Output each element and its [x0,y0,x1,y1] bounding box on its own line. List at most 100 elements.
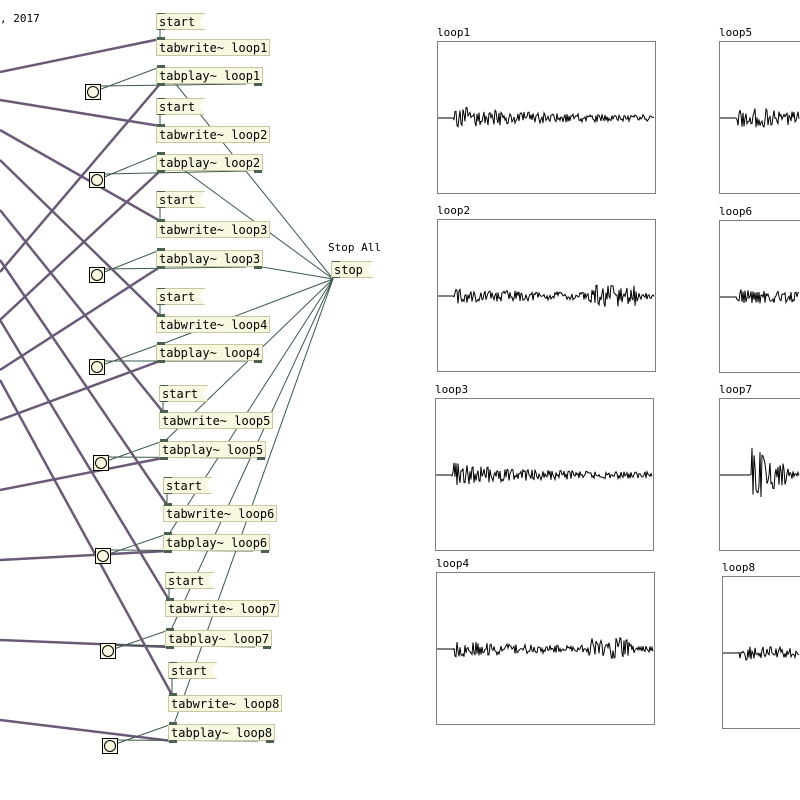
patch-cord[interactable] [0,159,161,317]
inlet[interactable] [157,314,165,317]
bang-loop7[interactable] [100,643,116,659]
inlet[interactable] [157,219,165,222]
start-message-4[interactable]: start [156,288,205,305]
outlet[interactable] [157,360,165,363]
tabplay-loop6[interactable]: tabplay~ loop6 [163,532,271,553]
array-graph-loop5[interactable] [719,41,800,194]
patch-cord[interactable] [0,718,173,743]
array-graph-loop6[interactable] [719,220,800,373]
outlet[interactable] [157,170,165,173]
patch-cord[interactable] [107,629,170,652]
tabplay-loop6-label: tabplay~ loop6 [166,536,268,550]
tabplay-loop1[interactable]: tabplay~ loop1 [156,65,264,86]
patch-cord[interactable] [109,723,173,747]
inlet[interactable] [157,342,165,345]
inlet[interactable] [157,152,165,155]
bang-loop5[interactable] [93,455,109,471]
bang-loop6[interactable] [95,548,111,564]
outlet[interactable] [257,457,266,460]
patch-cord[interactable] [96,343,161,368]
patch-cord[interactable] [0,259,169,506]
tabplay-loop8[interactable]: tabplay~ loop8 [168,722,276,743]
start-message-1[interactable]: start [156,13,205,30]
patch-cord[interactable] [0,170,161,321]
tabwrite-loop8[interactable]: tabwrite~ loop8 [168,693,283,712]
tabplay-loop2[interactable]: tabplay~ loop2 [156,152,264,173]
inlet[interactable] [164,503,172,506]
outlet[interactable] [254,360,263,363]
bang-loop8[interactable] [102,738,118,754]
patch-cord[interactable] [92,66,161,93]
bang-loop4[interactable] [89,359,105,375]
tabplay-loop3[interactable]: tabplay~ loop3 [156,248,264,269]
inlet[interactable] [160,410,168,413]
inlet[interactable] [157,124,165,127]
patch-cord[interactable] [173,278,334,725]
array-graph-loop4[interactable] [436,572,655,725]
tabwrite-loop6[interactable]: tabwrite~ loop6 [163,503,278,522]
tabwrite-loop7[interactable]: tabwrite~ loop7 [165,598,280,617]
patch-cord[interactable] [0,98,161,128]
patch-cord[interactable] [100,83,247,87]
tabwrite-loop1[interactable]: tabwrite~ loop1 [156,37,271,56]
start-message-8[interactable]: start [168,662,217,679]
outlet[interactable] [164,550,172,553]
start-message-5[interactable]: start [159,385,208,402]
tabwrite-loop4[interactable]: tabwrite~ loop4 [156,314,271,333]
outlet[interactable] [157,83,165,86]
patch-cord[interactable] [161,153,334,280]
tabwrite-loop5[interactable]: tabwrite~ loop5 [159,410,274,429]
start-message-7[interactable]: start [165,572,214,589]
patch-cord[interactable] [0,128,161,223]
inlet[interactable] [160,439,168,442]
patch-cord[interactable] [0,209,164,413]
outlet[interactable] [266,740,275,743]
inlet[interactable] [169,722,177,725]
outlet[interactable] [254,170,263,173]
patch-cord[interactable] [0,265,161,372]
inlet[interactable] [166,628,174,631]
tabplay-loop5[interactable]: tabplay~ loop5 [159,439,267,460]
start-message-6[interactable]: start [163,477,212,494]
tabplay-loop4[interactable]: tabplay~ loop4 [156,342,264,363]
outlet[interactable] [160,457,168,460]
inlet[interactable] [164,532,172,535]
outlet[interactable] [263,646,272,649]
outlet[interactable] [261,550,270,553]
patch-cord[interactable] [0,37,161,74]
array-graph-loop2[interactable] [437,219,656,372]
inlet[interactable] [157,65,165,68]
patch-cord[interactable] [96,153,161,181]
patch-cord[interactable] [0,359,161,422]
stop-message[interactable]: stop [331,261,373,278]
patch-cord[interactable] [0,379,174,696]
tabwrite-loop2[interactable]: tabwrite~ loop2 [156,124,271,143]
outlet[interactable] [169,740,177,743]
bang-loop2[interactable] [89,172,105,188]
patch-cord[interactable] [0,456,164,492]
outlet[interactable] [254,83,263,86]
array-graph-loop1[interactable] [437,41,656,194]
patch-cord[interactable] [96,249,161,276]
patch-cord[interactable] [0,319,171,601]
patch-cord[interactable] [104,170,247,175]
patch-cord[interactable] [0,83,161,273]
patch-cord[interactable] [104,266,247,270]
start-message-3[interactable]: start [156,191,205,208]
inlet[interactable] [157,37,165,40]
array-graph-loop3[interactable] [435,398,654,551]
outlet[interactable] [254,266,263,269]
inlet[interactable] [157,248,165,251]
outlet[interactable] [166,646,174,649]
tabwrite-loop3[interactable]: tabwrite~ loop3 [156,219,271,238]
inlet[interactable] [169,693,177,696]
array-graph-loop7[interactable] [719,398,800,551]
array-graph-loop8[interactable] [722,576,800,729]
inlet[interactable] [166,598,174,601]
outlet[interactable] [157,266,165,269]
patch-cord[interactable] [161,278,334,345]
bang-loop1[interactable] [85,84,101,100]
start-message-2[interactable]: start [156,98,205,115]
tabplay-loop7[interactable]: tabplay~ loop7 [165,628,273,649]
bang-loop3[interactable] [89,267,105,283]
